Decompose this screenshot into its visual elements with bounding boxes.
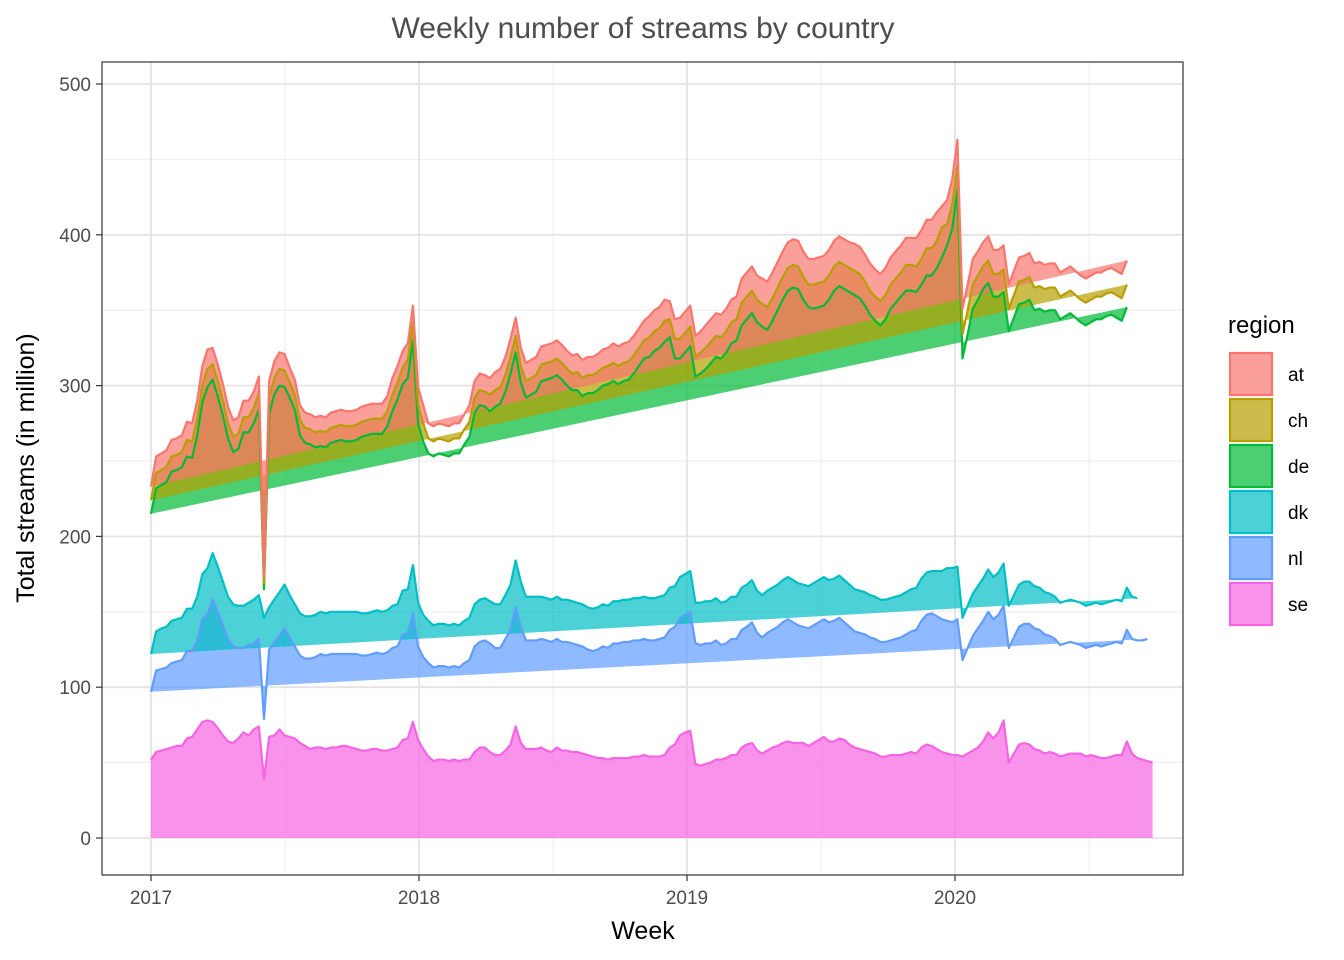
legend-item-nl: nl bbox=[1228, 535, 1303, 581]
area-dk bbox=[151, 552, 1138, 655]
area-ch bbox=[151, 165, 1127, 584]
legend-title: region bbox=[1228, 312, 1295, 339]
line-ch bbox=[149, 164, 1128, 585]
y-tick-label: 500 bbox=[59, 75, 91, 96]
area-se bbox=[151, 720, 1153, 838]
line-at bbox=[149, 138, 1128, 579]
legend-item-at: at bbox=[1228, 351, 1305, 397]
legend-swatch bbox=[1228, 581, 1274, 627]
x-tick-label: 2017 bbox=[130, 888, 172, 909]
y-tick-label: 200 bbox=[59, 527, 91, 548]
y-axis: 0 100 200 300 400 500 bbox=[59, 75, 102, 850]
legend: region at ch de dk nl se bbox=[1228, 312, 1309, 627]
legend-item-de: de bbox=[1228, 443, 1309, 489]
y-tick-label: 0 bbox=[80, 829, 91, 850]
stacked-areas bbox=[149, 138, 1153, 838]
legend-label: dk bbox=[1288, 503, 1309, 524]
legend-swatch bbox=[1228, 535, 1274, 581]
line-se bbox=[150, 719, 1153, 781]
y-tick-label: 300 bbox=[59, 377, 91, 398]
legend-item-ch: ch bbox=[1228, 397, 1308, 443]
x-tick-label: 2019 bbox=[666, 888, 708, 909]
legend-label: de bbox=[1288, 457, 1309, 478]
legend-label: ch bbox=[1288, 411, 1308, 432]
line-de bbox=[149, 188, 1128, 591]
legend-swatch bbox=[1228, 489, 1274, 535]
area-at bbox=[151, 139, 1127, 578]
chart-title: Weekly number of streams by country bbox=[392, 12, 895, 45]
line-dk bbox=[149, 551, 1138, 655]
legend-swatch bbox=[1228, 397, 1274, 443]
legend-item-dk: dk bbox=[1228, 489, 1309, 535]
legend-label: se bbox=[1288, 595, 1308, 616]
legend-label: nl bbox=[1288, 549, 1303, 570]
legend-label: at bbox=[1288, 365, 1305, 386]
legend-swatch bbox=[1228, 443, 1274, 489]
legend-swatch bbox=[1228, 351, 1274, 397]
x-tick-label: 2018 bbox=[398, 888, 440, 909]
y-tick-label: 100 bbox=[59, 678, 91, 699]
x-tick-label: 2020 bbox=[934, 888, 976, 909]
y-tick-label: 400 bbox=[59, 226, 91, 247]
legend-item-se: se bbox=[1228, 581, 1308, 627]
x-axis: 2017 2018 2019 2020 bbox=[130, 875, 976, 909]
area-nl bbox=[151, 599, 1148, 719]
y-axis-title: Total streams (in million) bbox=[12, 333, 40, 603]
x-axis-title: Week bbox=[611, 917, 675, 945]
plot-panel-border bbox=[101, 61, 1184, 876]
line-nl bbox=[149, 598, 1148, 720]
